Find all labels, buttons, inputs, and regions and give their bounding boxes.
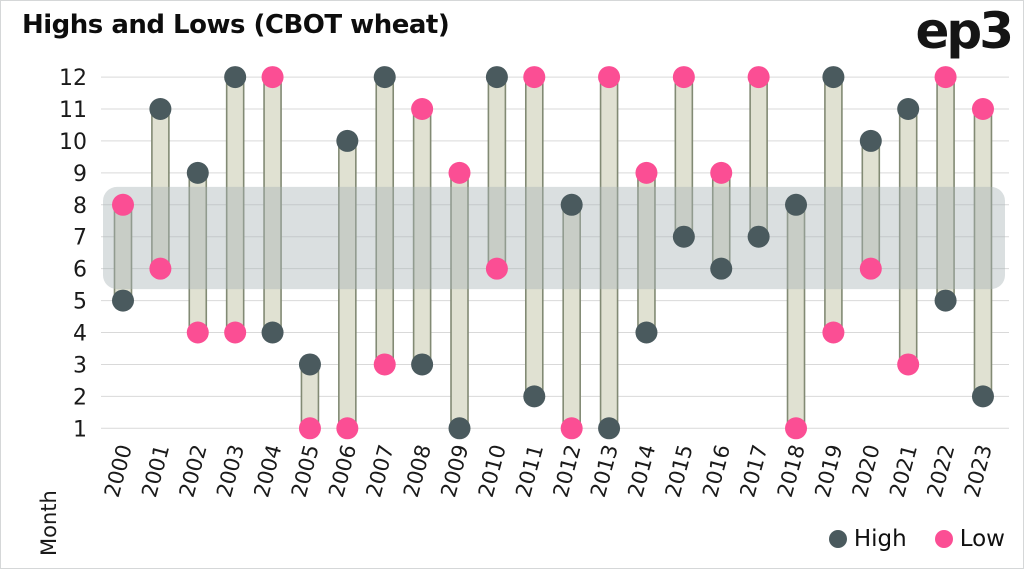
high-dot-2010	[485, 66, 508, 89]
low-dot-2003	[224, 321, 247, 344]
high-dot-2017	[747, 225, 770, 248]
legend-item-high: High	[828, 526, 907, 552]
high-dot-2006	[336, 129, 359, 152]
low-dot-2017	[747, 66, 770, 89]
high-dot-2008	[411, 353, 434, 376]
high-dot-2016	[710, 257, 733, 280]
high-dot-2021	[897, 98, 920, 120]
low-dot-2001	[149, 257, 172, 280]
low-dot-2007	[373, 353, 396, 376]
high-dot-2004	[261, 321, 284, 344]
high-dot-2005	[298, 353, 321, 376]
x-tick-label: 2007	[362, 442, 399, 500]
low-dot-2006	[336, 417, 359, 440]
y-tick-label: 10	[59, 130, 87, 155]
y-axis-title: Month	[37, 490, 61, 556]
high-dot-2007	[373, 66, 396, 89]
high-dot-2022	[934, 289, 957, 312]
high-dot-2018	[785, 193, 808, 216]
x-tick-label: 2006	[324, 442, 361, 500]
low-dot-2005	[298, 417, 321, 440]
x-tick-label: 2014	[623, 442, 660, 500]
x-tick-label: 2004	[249, 442, 286, 500]
x-tick-label: 2010	[474, 442, 511, 500]
low-dot-2014	[635, 161, 658, 184]
high-legend-dot-icon	[828, 530, 847, 548]
x-tick-label: 2019	[810, 442, 847, 500]
x-tick-label: 2009	[436, 442, 473, 500]
low-dot-2020	[859, 257, 882, 280]
low-dot-2010	[485, 257, 508, 280]
legend-label-low: Low	[959, 526, 1005, 552]
x-tick-label: 2015	[661, 442, 698, 500]
y-tick-label: 2	[73, 385, 87, 410]
x-tick-label: 2008	[399, 442, 436, 500]
y-tick-label: 4	[73, 322, 87, 347]
chart-title: Highs and Lows (CBOT wheat)	[22, 10, 450, 40]
y-tick-label: 1	[73, 417, 87, 442]
high-dot-2020	[859, 129, 882, 152]
low-dot-2011	[523, 66, 546, 89]
y-tick-label: 3	[73, 353, 87, 378]
low-dot-2002	[186, 321, 209, 344]
x-tick-label: 2001	[137, 442, 174, 500]
x-tick-label: 2002	[175, 442, 212, 500]
low-dot-2018	[785, 417, 808, 440]
low-dot-2022	[934, 66, 957, 89]
low-dot-2016	[710, 161, 733, 184]
high-dot-2002	[186, 161, 209, 184]
high-dot-2014	[635, 321, 658, 344]
high-dot-2019	[822, 66, 845, 89]
x-tick-label: 2013	[586, 442, 623, 500]
y-tick-label: 12	[59, 66, 87, 91]
x-tick-label: 2003	[212, 442, 249, 500]
x-tick-label: 2020	[848, 442, 885, 500]
high-dot-2011	[523, 385, 546, 408]
low-dot-2012	[560, 417, 583, 440]
x-tick-label: 2012	[548, 442, 585, 500]
low-dot-2019	[822, 321, 845, 344]
x-tick-label: 2021	[885, 442, 922, 500]
y-tick-label: 11	[59, 98, 87, 123]
high-dot-2001	[149, 98, 172, 120]
high-dot-2009	[448, 417, 471, 440]
high-dot-2015	[672, 225, 695, 248]
x-tick-label: 2017	[735, 442, 772, 500]
low-dot-2023	[971, 98, 994, 120]
ep3-logo: ep3	[915, 2, 1014, 60]
low-dot-2021	[897, 353, 920, 376]
x-tick-label: 2018	[773, 442, 810, 500]
low-dot-2015	[672, 66, 695, 89]
high-dot-2012	[560, 193, 583, 216]
high-dot-2000	[112, 289, 134, 312]
low-dot-2004	[261, 66, 284, 89]
x-tick-label: 2000	[100, 442, 137, 500]
x-tick-label: 2023	[960, 442, 997, 500]
legend: High Low	[828, 526, 1005, 552]
highlight-band	[103, 186, 1005, 290]
y-tick-label: 8	[73, 194, 87, 219]
y-tick-label: 7	[73, 226, 87, 251]
high-dot-2003	[224, 66, 247, 89]
y-tick-label: 9	[73, 162, 87, 187]
low-dot-2013	[598, 66, 621, 89]
low-legend-dot-icon	[934, 530, 953, 548]
x-tick-label: 2016	[698, 442, 735, 500]
low-dot-2000	[112, 193, 134, 216]
high-dot-2013	[598, 417, 621, 440]
x-tick-label: 2011	[511, 442, 548, 500]
y-tick-label: 5	[73, 290, 87, 315]
legend-item-low: Low	[934, 526, 1005, 552]
high-dot-2023	[971, 385, 994, 408]
y-tick-label: 6	[73, 258, 87, 283]
x-tick-label: 2022	[922, 442, 959, 500]
low-dot-2009	[448, 161, 471, 184]
legend-label-high: High	[853, 526, 907, 552]
x-tick-label: 2005	[287, 442, 324, 500]
low-dot-2008	[411, 98, 434, 120]
